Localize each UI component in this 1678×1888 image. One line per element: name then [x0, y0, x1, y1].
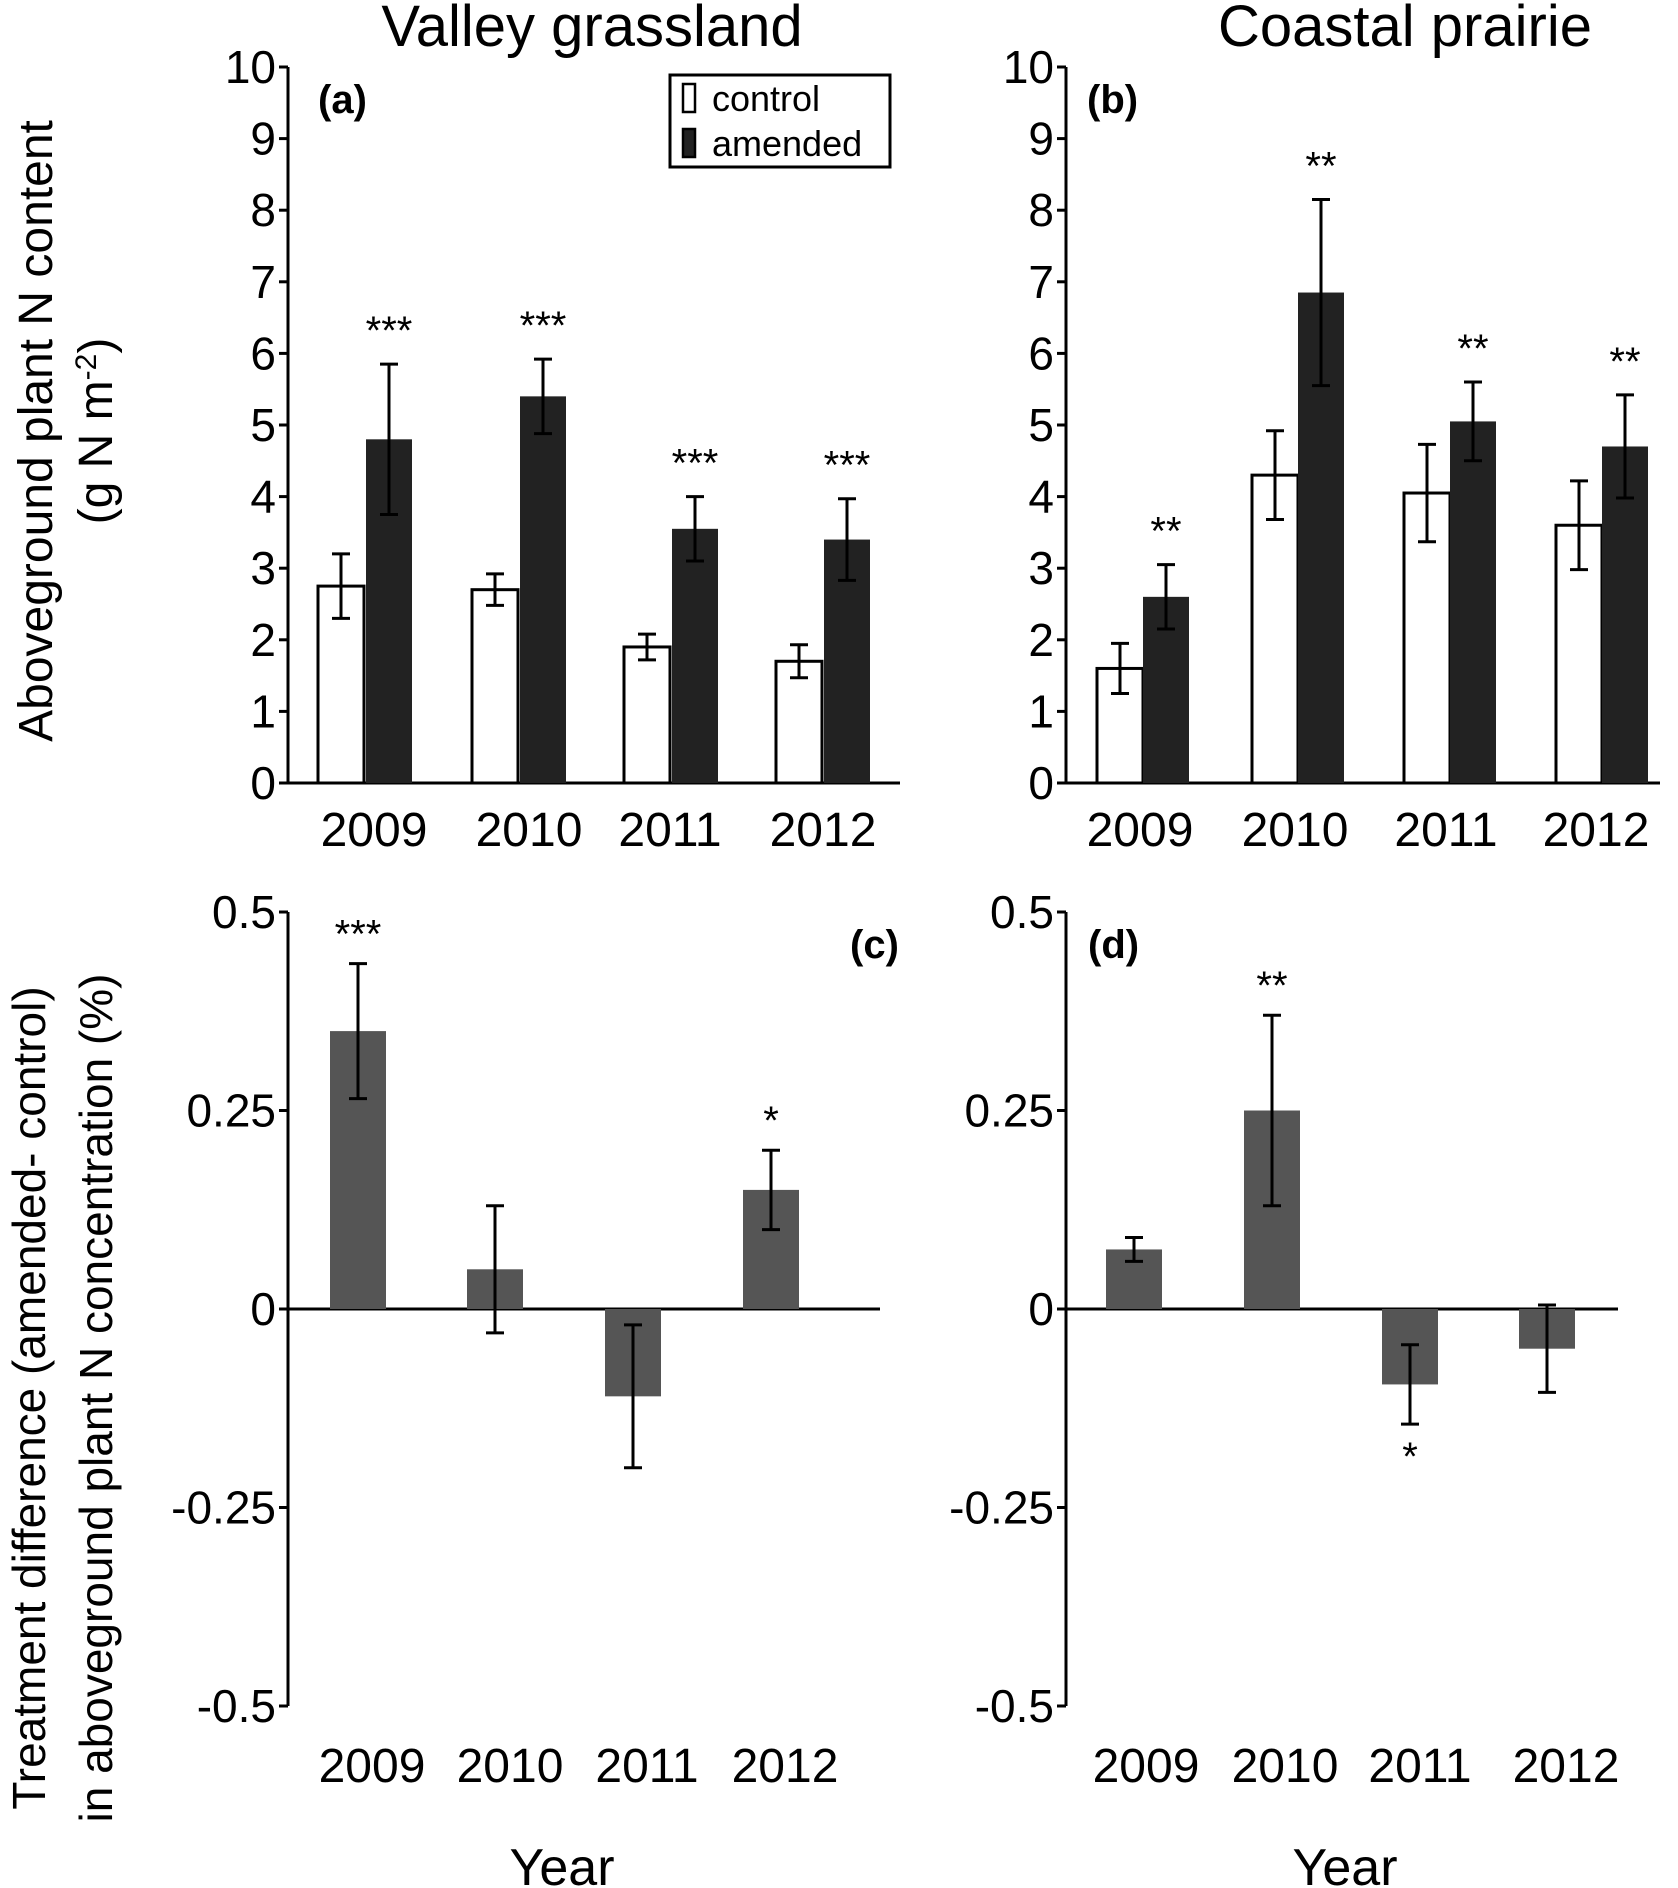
panel-label: (a) [318, 78, 367, 122]
significance-label: *** [824, 444, 871, 488]
panel-label: (d) [1088, 923, 1139, 967]
y-tick-label: 0.5 [990, 886, 1054, 938]
x-tick-label: 2010 [1242, 804, 1349, 857]
bar-control [1250, 473, 1300, 785]
x-tick-label: 2010 [476, 804, 583, 857]
significance-label: ** [1305, 144, 1336, 188]
bar-control [774, 659, 824, 785]
legend-swatch-control [681, 82, 697, 114]
y-tick-label: 5 [250, 399, 276, 451]
y-tick-label: 10 [225, 41, 276, 93]
y-tick-label: 9 [250, 113, 276, 165]
significance-label: *** [366, 309, 413, 353]
legend: control amended [668, 73, 892, 169]
x-tick-label: 2009 [319, 1740, 426, 1793]
bar-control [470, 588, 520, 785]
y-tick-label: -0.5 [975, 1680, 1054, 1732]
y-tick-label: -0.25 [949, 1482, 1054, 1534]
x-tick-label: 2011 [1368, 1740, 1471, 1793]
y-tick-label: 0.25 [964, 1085, 1054, 1137]
y-axis-label-top-line2: (g N m-2) [70, 338, 123, 525]
x-tick-label: 2012 [770, 804, 877, 857]
y-tick-label: 2 [1028, 614, 1054, 666]
y-tick-label: 0.25 [186, 1085, 276, 1137]
x-axis-label-left: Year [509, 1839, 614, 1888]
y-tick-label: 4 [250, 471, 276, 523]
x-axis-label-right: Year [1292, 1839, 1397, 1888]
y-tick-label: 0 [250, 757, 276, 809]
significance-label: ** [1256, 964, 1287, 1008]
x-tick-label: 2009 [321, 804, 428, 857]
y-tick-label: 10 [1003, 41, 1054, 93]
significance-label: ** [1457, 327, 1488, 371]
bar-amended [1602, 446, 1648, 783]
y-tick-label: 0 [1028, 1283, 1054, 1335]
bar-control [622, 645, 672, 785]
legend-box [668, 73, 892, 169]
significance-label: ** [1609, 340, 1640, 384]
significance-label: * [1402, 1435, 1418, 1479]
y-axis-label-bottom-line1: Treatment difference (amended- control) [3, 986, 55, 1809]
column-title-coastal-prairie: Coastal prairie [1218, 0, 1592, 59]
x-tick-label: 2010 [1232, 1740, 1339, 1793]
column-title-valley-grassland: Valley grassland [381, 0, 802, 59]
panel-b: 0 1 2 3 4 5 6 7 8 9 10 (b) 2009 2010 2011 2012 ** ** ** ** [1003, 41, 1660, 857]
bar-amended [520, 396, 566, 783]
bar-amended [1450, 421, 1496, 783]
y-axis-label-bottom-line2: in aboveground plant N concentration (%) [70, 974, 122, 1823]
y-tick-label: 6 [1028, 327, 1054, 379]
y-tick-label: -0.25 [171, 1482, 276, 1534]
x-tick-label: 2011 [618, 804, 721, 857]
y-tick-label: 1 [250, 685, 276, 737]
x-tick-label: 2012 [732, 1740, 839, 1793]
x-tick-label: 2011 [1394, 804, 1497, 857]
y-tick-label: 2 [250, 614, 276, 666]
x-tick-label: 2011 [595, 1740, 698, 1793]
bar-amended [672, 528, 718, 783]
y-tick-label: -0.5 [197, 1680, 276, 1732]
legend-label-amended: amended [712, 123, 862, 164]
y-tick-label: 0.5 [212, 886, 276, 938]
y-tick-label: 7 [250, 256, 276, 308]
significance-label: *** [672, 442, 719, 486]
significance-label: ** [1150, 510, 1181, 554]
y-tick-label: 1 [1028, 685, 1054, 737]
panel-a: 0 1 2 3 4 5 6 7 8 9 10 (a) 2009 2010 2011 2012 *** *** ***… [225, 41, 900, 857]
x-tick-label: 2012 [1513, 1740, 1620, 1793]
y-tick-label: 9 [1028, 113, 1054, 165]
y-tick-label: 3 [1028, 542, 1054, 594]
y-tick-label: 7 [1028, 256, 1054, 308]
legend-label-control: control [712, 78, 820, 119]
panel-label: (c) [850, 923, 899, 967]
y-tick-label: 5 [1028, 399, 1054, 451]
y-tick-label: 6 [250, 327, 276, 379]
x-tick-label: 2009 [1087, 804, 1194, 857]
significance-label: *** [335, 913, 382, 957]
panel-label: (b) [1087, 78, 1138, 122]
significance-label: *** [520, 304, 567, 348]
x-tick-label: 2012 [1543, 804, 1650, 857]
x-tick-label: 2009 [1093, 1740, 1200, 1793]
y-tick-label: 8 [1028, 184, 1054, 236]
y-axis-label-top-line1: Aboveground plant N content [10, 120, 63, 742]
y-tick-label: 0 [250, 1283, 276, 1335]
legend-swatch-amended [681, 127, 697, 159]
significance-label: * [763, 1099, 779, 1143]
y-tick-label: 3 [250, 542, 276, 594]
x-tick-label: 2010 [457, 1740, 564, 1793]
y-tick-label: 0 [1028, 757, 1054, 809]
y-tick-label: 4 [1028, 471, 1054, 523]
y-tick-label: 8 [250, 184, 276, 236]
